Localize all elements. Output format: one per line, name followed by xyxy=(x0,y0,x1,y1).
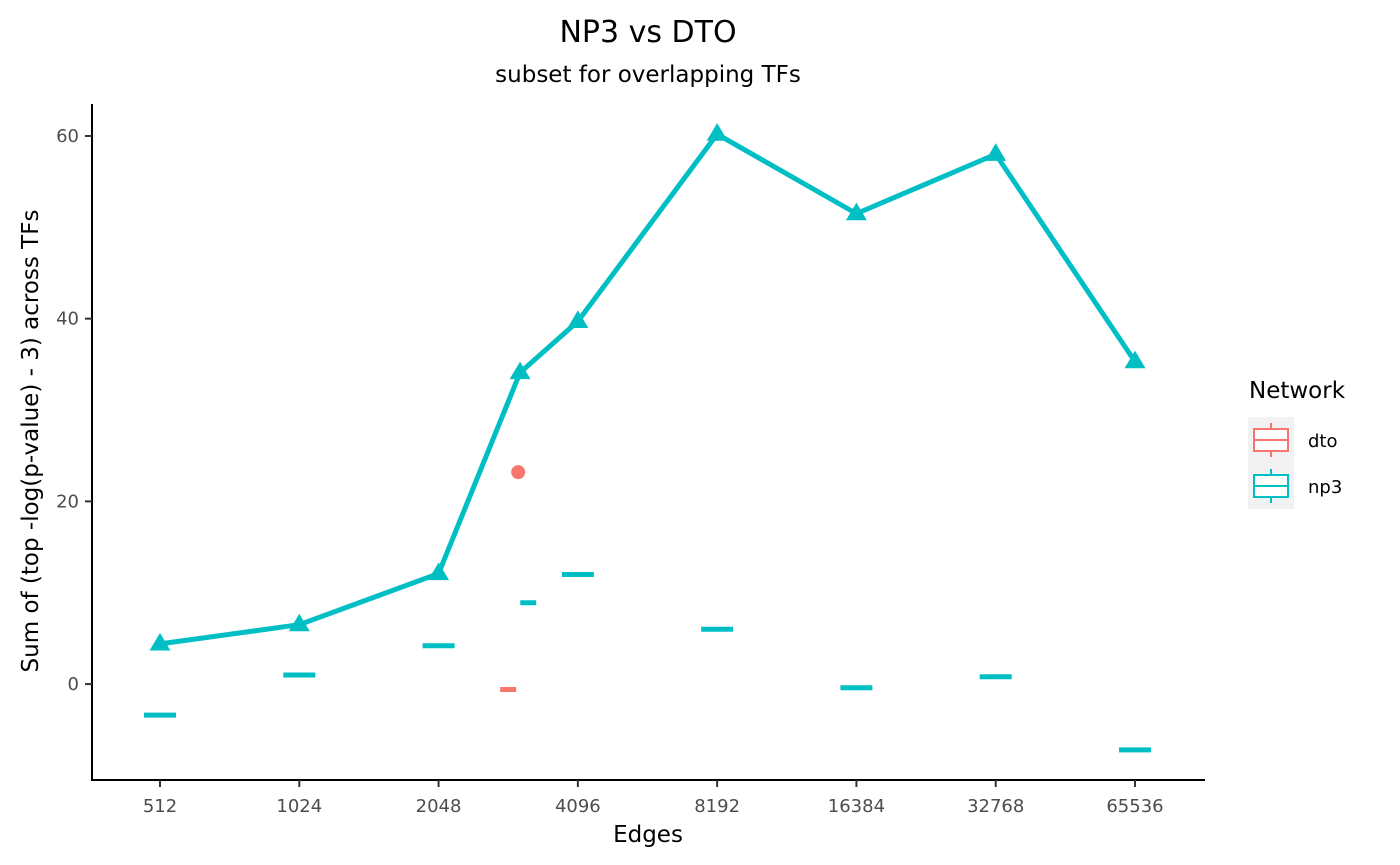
y-tick-label: 20 xyxy=(56,491,79,512)
x-axis-ticks: 512 1024 2048 4096 8192 16384 32768 65536 xyxy=(143,780,1164,817)
legend-key-dto xyxy=(1253,423,1289,457)
y-tick-label: 0 xyxy=(68,674,79,695)
plot-area xyxy=(144,123,1151,753)
legend: Network dto np3 xyxy=(1248,378,1346,509)
chart-title: NP3 vs DTO xyxy=(559,15,736,50)
x-axis-title: Edges xyxy=(613,822,683,848)
y-tick-label: 40 xyxy=(56,309,79,330)
series-line-np3 xyxy=(159,131,1138,647)
legend-label-dto: dto xyxy=(1308,431,1338,452)
x-tick-label: 16384 xyxy=(828,796,885,817)
y-axis-title: Sum of (top -log(p-value) - 3) across TF… xyxy=(18,210,44,673)
series-point-np3 xyxy=(706,123,728,141)
series-point-np3 xyxy=(288,613,310,632)
x-tick-label: 8192 xyxy=(694,796,740,817)
legend-title: Network xyxy=(1249,378,1346,404)
legend-key-np3 xyxy=(1253,469,1289,503)
series-point-np3 xyxy=(845,202,867,221)
x-tick-label: 65536 xyxy=(1106,796,1163,817)
y-axis-ticks: 0 20 40 60 xyxy=(56,126,92,695)
x-tick-label: 32768 xyxy=(967,796,1024,817)
legend-label-np3: np3 xyxy=(1308,477,1342,498)
x-tick-label: 4096 xyxy=(555,796,601,817)
series-point-np3 xyxy=(985,143,1007,161)
x-tick-label: 1024 xyxy=(276,796,322,817)
series-point-np3 xyxy=(428,562,450,581)
x-tick-label: 2048 xyxy=(416,796,462,817)
series-point-np3 xyxy=(149,632,171,651)
series-point-np3 xyxy=(1124,350,1146,369)
boxplot-dto-outlier xyxy=(511,465,526,480)
series-point-np3 xyxy=(509,361,531,380)
chart-subtitle: subset for overlapping TFs xyxy=(495,62,801,88)
y-tick-label: 60 xyxy=(56,126,79,147)
x-tick-label: 512 xyxy=(143,796,177,817)
series-point-np3 xyxy=(567,310,589,329)
